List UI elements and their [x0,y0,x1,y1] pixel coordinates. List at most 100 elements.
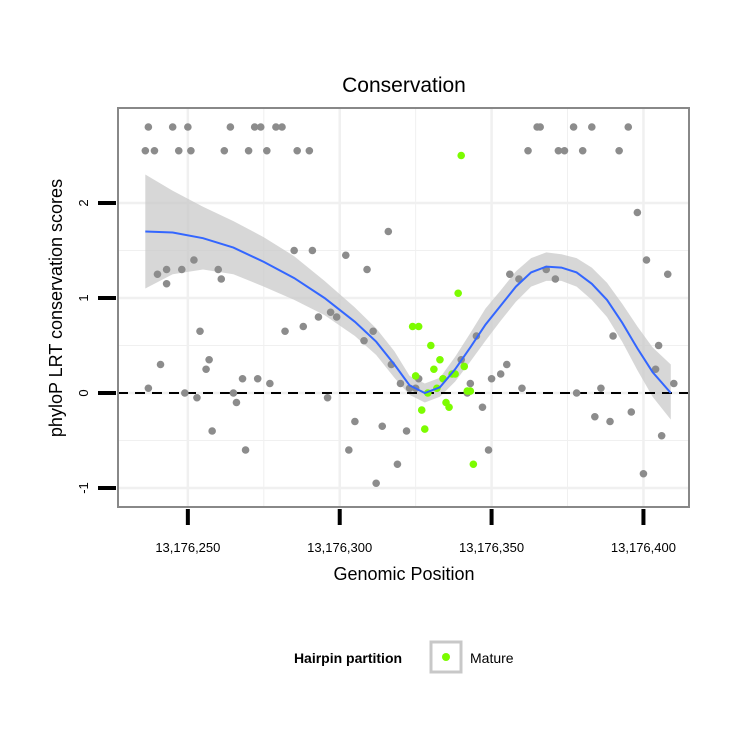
point-other [205,355,213,364]
point-mature [430,365,438,374]
point-mature [420,425,429,433]
point-other [591,412,599,421]
point-other [208,427,216,435]
y-axis: -1 0 1 2 [76,199,116,494]
point-other [226,123,235,131]
point-other [484,446,493,454]
point-other [551,275,560,283]
point-other [177,265,186,274]
point-other [606,417,614,426]
point-other [238,374,247,383]
x-tick-label: 13,176,350 [459,540,524,555]
x-tick-label: 13,176,300 [307,540,372,555]
point-other [639,469,648,478]
point-other [524,146,532,155]
point-other [478,403,487,412]
point-other [554,146,563,155]
point-other [663,270,672,279]
point-other [351,417,359,426]
point-other [341,251,350,260]
point-other [332,313,341,321]
point-mature [454,289,462,298]
point-other [272,123,280,131]
y-axis-label: phyloP LRT conservation scores [46,179,66,437]
point-other [402,427,411,435]
point-other [654,341,663,350]
smooth-line [145,230,672,395]
point-other [633,208,642,217]
plot-frame [117,107,690,508]
legend: Hairpin partition Mature [294,640,514,674]
point-mature [427,341,435,350]
point-mature [414,322,423,331]
y-tick-label: -1 [76,482,91,494]
point-other [184,123,192,131]
point-other [651,365,660,374]
point-other [560,146,569,155]
point-other [670,379,678,388]
point-other [572,389,581,397]
point-mature [445,403,453,412]
point-other [384,227,393,236]
point-mature [457,151,466,160]
point-other [141,146,150,155]
point-other [624,123,633,131]
point-other [174,146,183,155]
chart-title: Conservation [342,74,466,97]
point-other [263,146,271,155]
series-other [141,123,678,488]
point-other [609,332,617,340]
point-other [193,393,201,402]
point-other [642,256,651,264]
point-other [190,256,198,264]
point-other [299,322,308,331]
point-other [144,384,153,393]
point-other [153,270,162,279]
point-other [372,479,380,488]
point-other [506,270,514,279]
point-mature [466,387,475,395]
point-other [162,265,171,274]
point-other [314,313,323,321]
series-mature [408,151,478,469]
point-other [256,123,265,131]
point-other [323,393,332,402]
point-mature [411,372,420,380]
point-other [308,246,317,255]
point-other [502,360,511,369]
point-other [293,146,301,155]
point-other [278,123,286,131]
point-mature [460,362,469,371]
point-other [144,123,153,131]
point-other [487,374,496,383]
point-other [168,123,177,131]
point-other [345,446,353,454]
point-other [244,146,253,155]
point-other [281,327,289,336]
point-other [232,398,241,407]
point-other [214,265,223,274]
point-other [518,384,526,393]
point-other [187,146,195,155]
point-mature [408,322,417,331]
point-other [250,123,259,131]
point-other [369,327,377,336]
point-other [253,374,262,383]
point-other [196,327,204,336]
x-tick-label: 13,176,400 [611,540,676,555]
point-other [466,379,475,388]
point-other [393,460,402,469]
legend-title: Hairpin partition [294,650,402,666]
y-tick-label: 1 [76,294,91,301]
point-other [266,379,274,388]
point-other [615,146,623,155]
point-other [181,389,189,397]
legend-marker-mature [442,653,450,661]
point-other [627,408,636,416]
point-other [588,123,596,131]
x-tick-label: 13,176,250 [155,540,220,555]
point-other [597,384,605,393]
point-other [326,308,335,317]
y-tick-label: 2 [76,199,91,206]
